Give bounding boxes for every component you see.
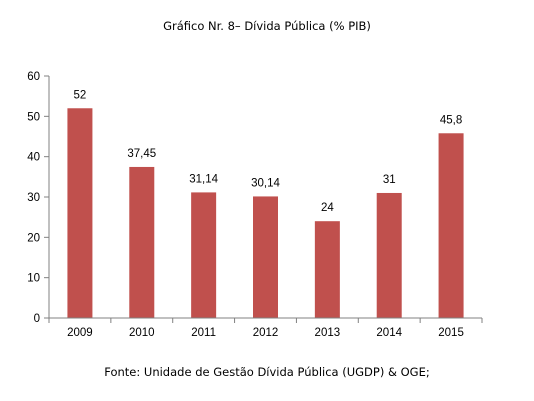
- data-label-2013: 24: [321, 202, 334, 214]
- x-tick-label: 2014: [376, 327, 402, 339]
- y-tick-label: 60: [27, 71, 40, 83]
- bar-2013: [314, 221, 340, 318]
- data-label-2012: 30,14: [251, 177, 280, 189]
- x-tick-label: 2011: [191, 327, 216, 339]
- data-label-2009: 52: [74, 89, 87, 101]
- bar-2010: [129, 166, 155, 318]
- source-note: Fonte: Unidade de Gestão Dívida Pública …: [104, 365, 430, 379]
- data-label-2015: 45,8: [440, 114, 462, 126]
- x-tick-label: 2009: [67, 327, 93, 339]
- bar-2012: [253, 196, 278, 318]
- bars: [67, 108, 464, 319]
- data-label-2011: 31,14: [189, 173, 218, 185]
- data-label-2010: 37,45: [127, 148, 156, 160]
- data-labels: 52 37,45 31,14 30,14 24 31 45,8: [74, 89, 463, 214]
- x-tick-label: 2015: [438, 327, 464, 339]
- y-tick-label: 30: [27, 192, 40, 204]
- y-tick-label: 20: [27, 232, 40, 244]
- bar-2009: [67, 108, 93, 319]
- y-tick-label: 40: [27, 152, 40, 164]
- data-label-2014: 31: [383, 174, 396, 186]
- chart-title: Gráfico Nr. 8– Dívida Pública (% PIB): [163, 19, 371, 33]
- bar-2014: [376, 192, 402, 318]
- x-axis-labels: 2009 2010 2011 2012 2013 2014 2015: [67, 327, 464, 339]
- x-tick-label: 2010: [129, 327, 155, 339]
- y-tick-label: 50: [27, 111, 40, 123]
- bar-2011: [191, 192, 217, 318]
- x-tick-label: 2012: [253, 327, 279, 339]
- bar-2015: [438, 133, 464, 318]
- axes: [48, 76, 483, 323]
- y-tick-label: 0: [34, 313, 40, 325]
- y-axis-ticks: 0 10 20 30 40 50 60: [27, 71, 49, 325]
- y-tick-label: 10: [27, 273, 40, 285]
- x-tick-label: 2013: [315, 327, 341, 339]
